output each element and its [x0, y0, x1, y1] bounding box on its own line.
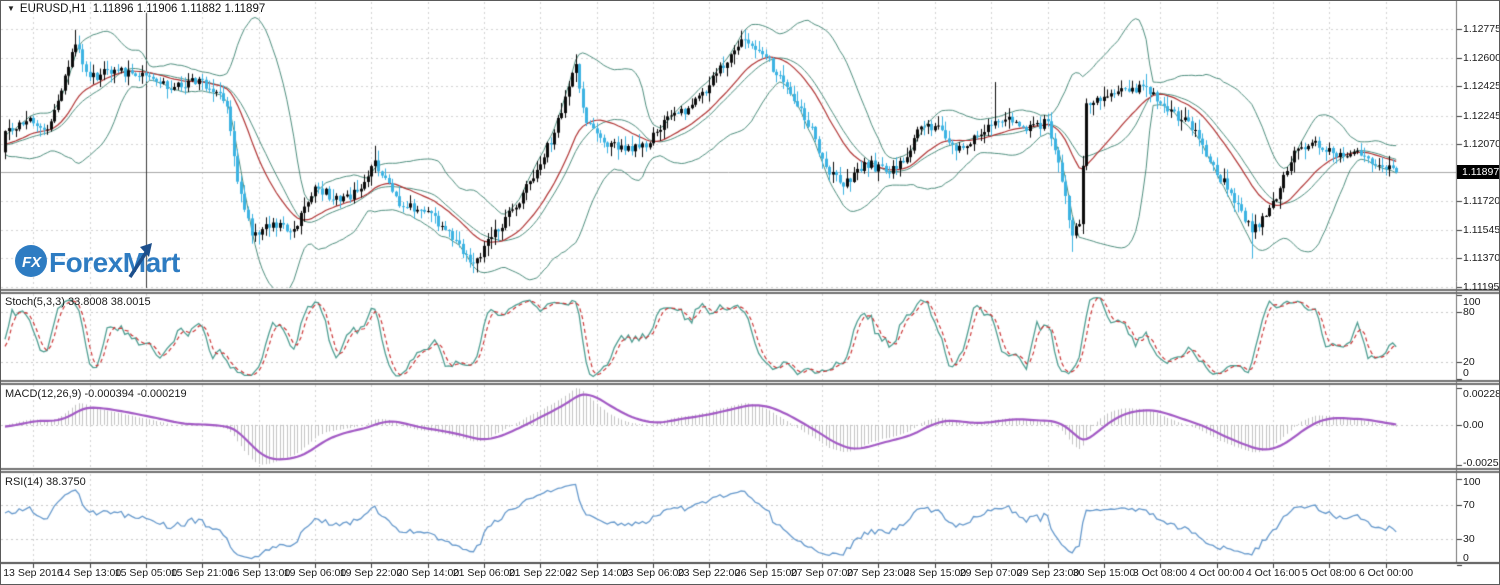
rsi-tick-label: 0 [1463, 552, 1469, 564]
price-tick-label: 1.11370 [1463, 252, 1500, 264]
time-label: 13 Sep 2016 [3, 567, 63, 579]
price-tick-label: 1.12070 [1463, 138, 1500, 150]
stoch-tick-label: 20 [1463, 356, 1475, 368]
price-tick-label: 1.12775 [1463, 23, 1500, 35]
time-label: 29 Sep 23:00 [1016, 567, 1080, 579]
time-label: 28 Sep 15:00 [903, 567, 967, 579]
price-tick-label: 1.11195 [1463, 281, 1500, 293]
time-label: 6 Oct 00:00 [1358, 567, 1414, 579]
current-price-badge: 1.11897 [1457, 165, 1499, 179]
time-label: 27 Sep 07:00 [790, 567, 854, 579]
time-label: 20 Sep 14:00 [396, 567, 460, 579]
price-tick-label: 1.12600 [1463, 52, 1500, 64]
ohlc-quotes: 1.11896 1.11906 1.11882 1.11897 [92, 3, 266, 15]
price-tick-label: 1.11545 [1463, 224, 1500, 236]
price-tick-label: 1.12245 [1463, 110, 1500, 122]
forexmart-logo: FX ForexMart [9, 235, 204, 290]
stochastic-panel[interactable] [1, 294, 1456, 380]
macd-tick-label: 0.00 [1463, 419, 1484, 431]
time-label: 21 Sep 06:00 [452, 567, 516, 579]
macd-label: MACD(12,26,9) -0.000394 -0.000219 [5, 388, 187, 400]
price-tick-label: 1.12425 [1463, 80, 1500, 92]
rsi-tick-label: 30 [1463, 533, 1475, 545]
rsi-tick-label: 70 [1463, 499, 1475, 511]
main-price-panel[interactable] [1, 1, 1456, 289]
time-label: 23 Sep 06:00 [621, 567, 685, 579]
symbol-label: EURUSD,H1 [19, 3, 87, 15]
time-label: 22 Sep 14:00 [565, 567, 629, 579]
time-label: 19 Sep 22:00 [339, 567, 403, 579]
price-tick-label: 1.11720 [1463, 195, 1500, 207]
rsi-label: RSI(14) 38.3750 [5, 476, 86, 488]
rsi-tick-label: 100 [1463, 476, 1481, 488]
chevron-down-icon[interactable]: ▼ [7, 4, 15, 13]
time-label: 15 Sep 21:00 [170, 567, 234, 579]
logo-badge [15, 245, 47, 277]
macd-panel[interactable] [1, 385, 1456, 468]
time-label: 5 Oct 08:00 [1301, 567, 1357, 579]
logo-arrow-icon [128, 243, 152, 278]
time-label: 27 Sep 23:00 [846, 567, 910, 579]
chart-header: ▼ EURUSD,H1 1.11896 1.11906 1.11882 1.118… [7, 3, 265, 15]
time-label: 16 Sep 13:00 [227, 567, 291, 579]
time-label: 26 Sep 15:00 [734, 567, 798, 579]
time-label: 4 Oct 00:00 [1189, 567, 1245, 579]
fx-badge-text: FX [22, 254, 42, 271]
time-label: 15 Sep 05:00 [114, 567, 178, 579]
time-label: 14 Sep 13:00 [58, 567, 122, 579]
stoch-tick-label: 80 [1463, 306, 1475, 318]
time-label: 30 Sep 15:00 [1072, 567, 1136, 579]
time-label: 29 Sep 07:00 [959, 567, 1023, 579]
rsi-panel[interactable] [1, 473, 1456, 562]
time-label: 23 Sep 22:00 [677, 567, 741, 579]
stoch-label: Stoch(5,3,3) 33.8008 38.0015 [5, 296, 151, 308]
macd-tick-label: 0.002287 [1463, 388, 1499, 400]
stoch-tick-label: 100 [1463, 296, 1481, 308]
macd-tick-label: -0.002549 [1463, 457, 1499, 469]
time-label: 4 Oct 16:00 [1245, 567, 1301, 579]
stoch-tick-label: 0 [1463, 367, 1469, 379]
logo-text: ForexMart [49, 247, 180, 278]
time-label: 3 Oct 08:00 [1132, 567, 1188, 579]
time-label: 19 Sep 06:00 [283, 567, 347, 579]
time-label: 21 Sep 22:00 [508, 567, 572, 579]
